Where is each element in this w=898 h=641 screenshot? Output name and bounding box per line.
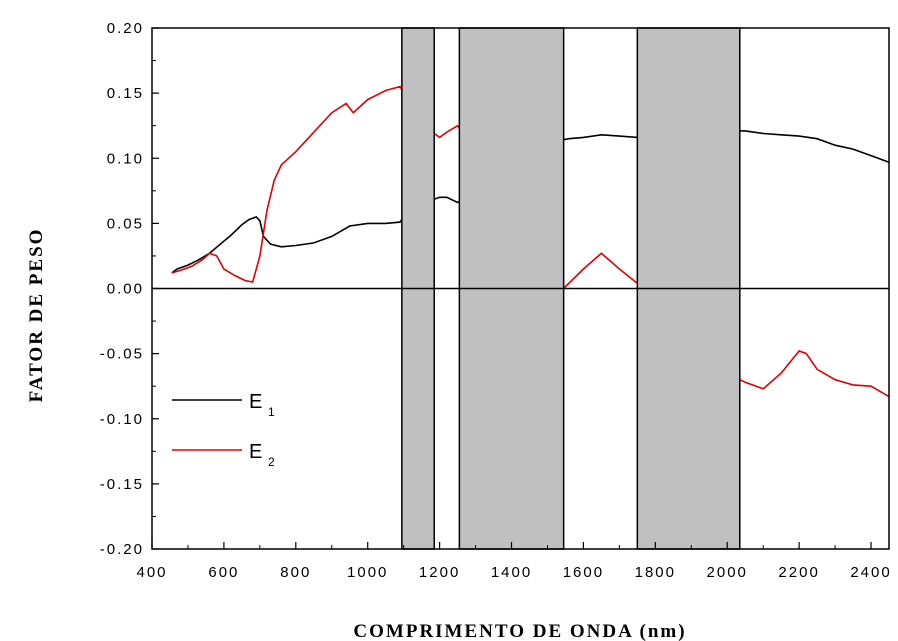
x-tick-label: 2000 — [707, 564, 748, 581]
y-tick-label: -0.20 — [100, 541, 144, 558]
legend-label-1: E — [249, 391, 262, 413]
x-tick-label: 2200 — [778, 564, 819, 581]
x-tick-label: 2400 — [850, 564, 891, 581]
legend-subscript-2: 2 — [268, 455, 275, 469]
x-tick-label: 1400 — [491, 564, 532, 581]
y-tick-label: 0.15 — [107, 85, 144, 102]
x-tick-label: 400 — [136, 564, 167, 581]
y-tick-label: -0.10 — [100, 411, 144, 428]
y-tick-label: 0.00 — [107, 281, 144, 298]
legend-subscript-1: 1 — [268, 405, 275, 419]
y-tick-label: 0.20 — [107, 20, 144, 37]
axis-ticks: 400 600 800 1000 1200 1400 1600 1800 2000 2200 240… — [100, 20, 891, 581]
y-tick-label: 0.10 — [107, 150, 144, 167]
y-axis-title: FATOR DE PESO — [26, 228, 47, 403]
x-tick-label: 1200 — [419, 564, 460, 581]
x-tick-label: 800 — [280, 564, 311, 581]
x-tick-label: 1800 — [635, 564, 676, 581]
x-tick-label: 600 — [208, 564, 239, 581]
y-tick-label: -0.15 — [100, 476, 144, 493]
y-tick-label: -0.05 — [100, 346, 144, 363]
y-tick-label: 0.05 — [107, 215, 144, 232]
legend-label-2: E — [249, 441, 262, 463]
x-axis-title: COMPRIMENTO DE ONDA (nm) — [353, 621, 686, 641]
x-tick-label: 1000 — [347, 564, 388, 581]
legend: E 1E 2 — [172, 391, 275, 469]
x-tick-label: 1600 — [563, 564, 604, 581]
